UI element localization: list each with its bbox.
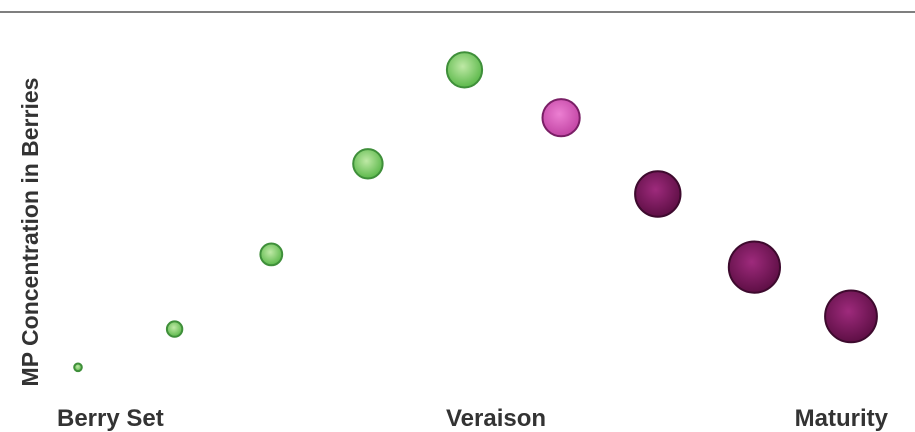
x-tick-veraison: Veraison: [446, 405, 546, 432]
y-axis-label: MP Concentration in Berries: [17, 78, 43, 387]
x-tick-berry-set: Berry Set: [57, 405, 164, 432]
data-point-3: [259, 242, 284, 267]
data-point-5: [445, 51, 484, 89]
data-point-8: [727, 240, 782, 294]
data-point-7: [634, 170, 682, 218]
data-point-6: [541, 98, 581, 138]
data-point-4: [352, 148, 384, 180]
scatter-points: [73, 51, 878, 373]
data-point-2: [165, 320, 184, 338]
data-point-1: [73, 362, 83, 373]
data-point-9: [824, 289, 878, 344]
x-tick-maturity: Maturity: [795, 405, 889, 432]
